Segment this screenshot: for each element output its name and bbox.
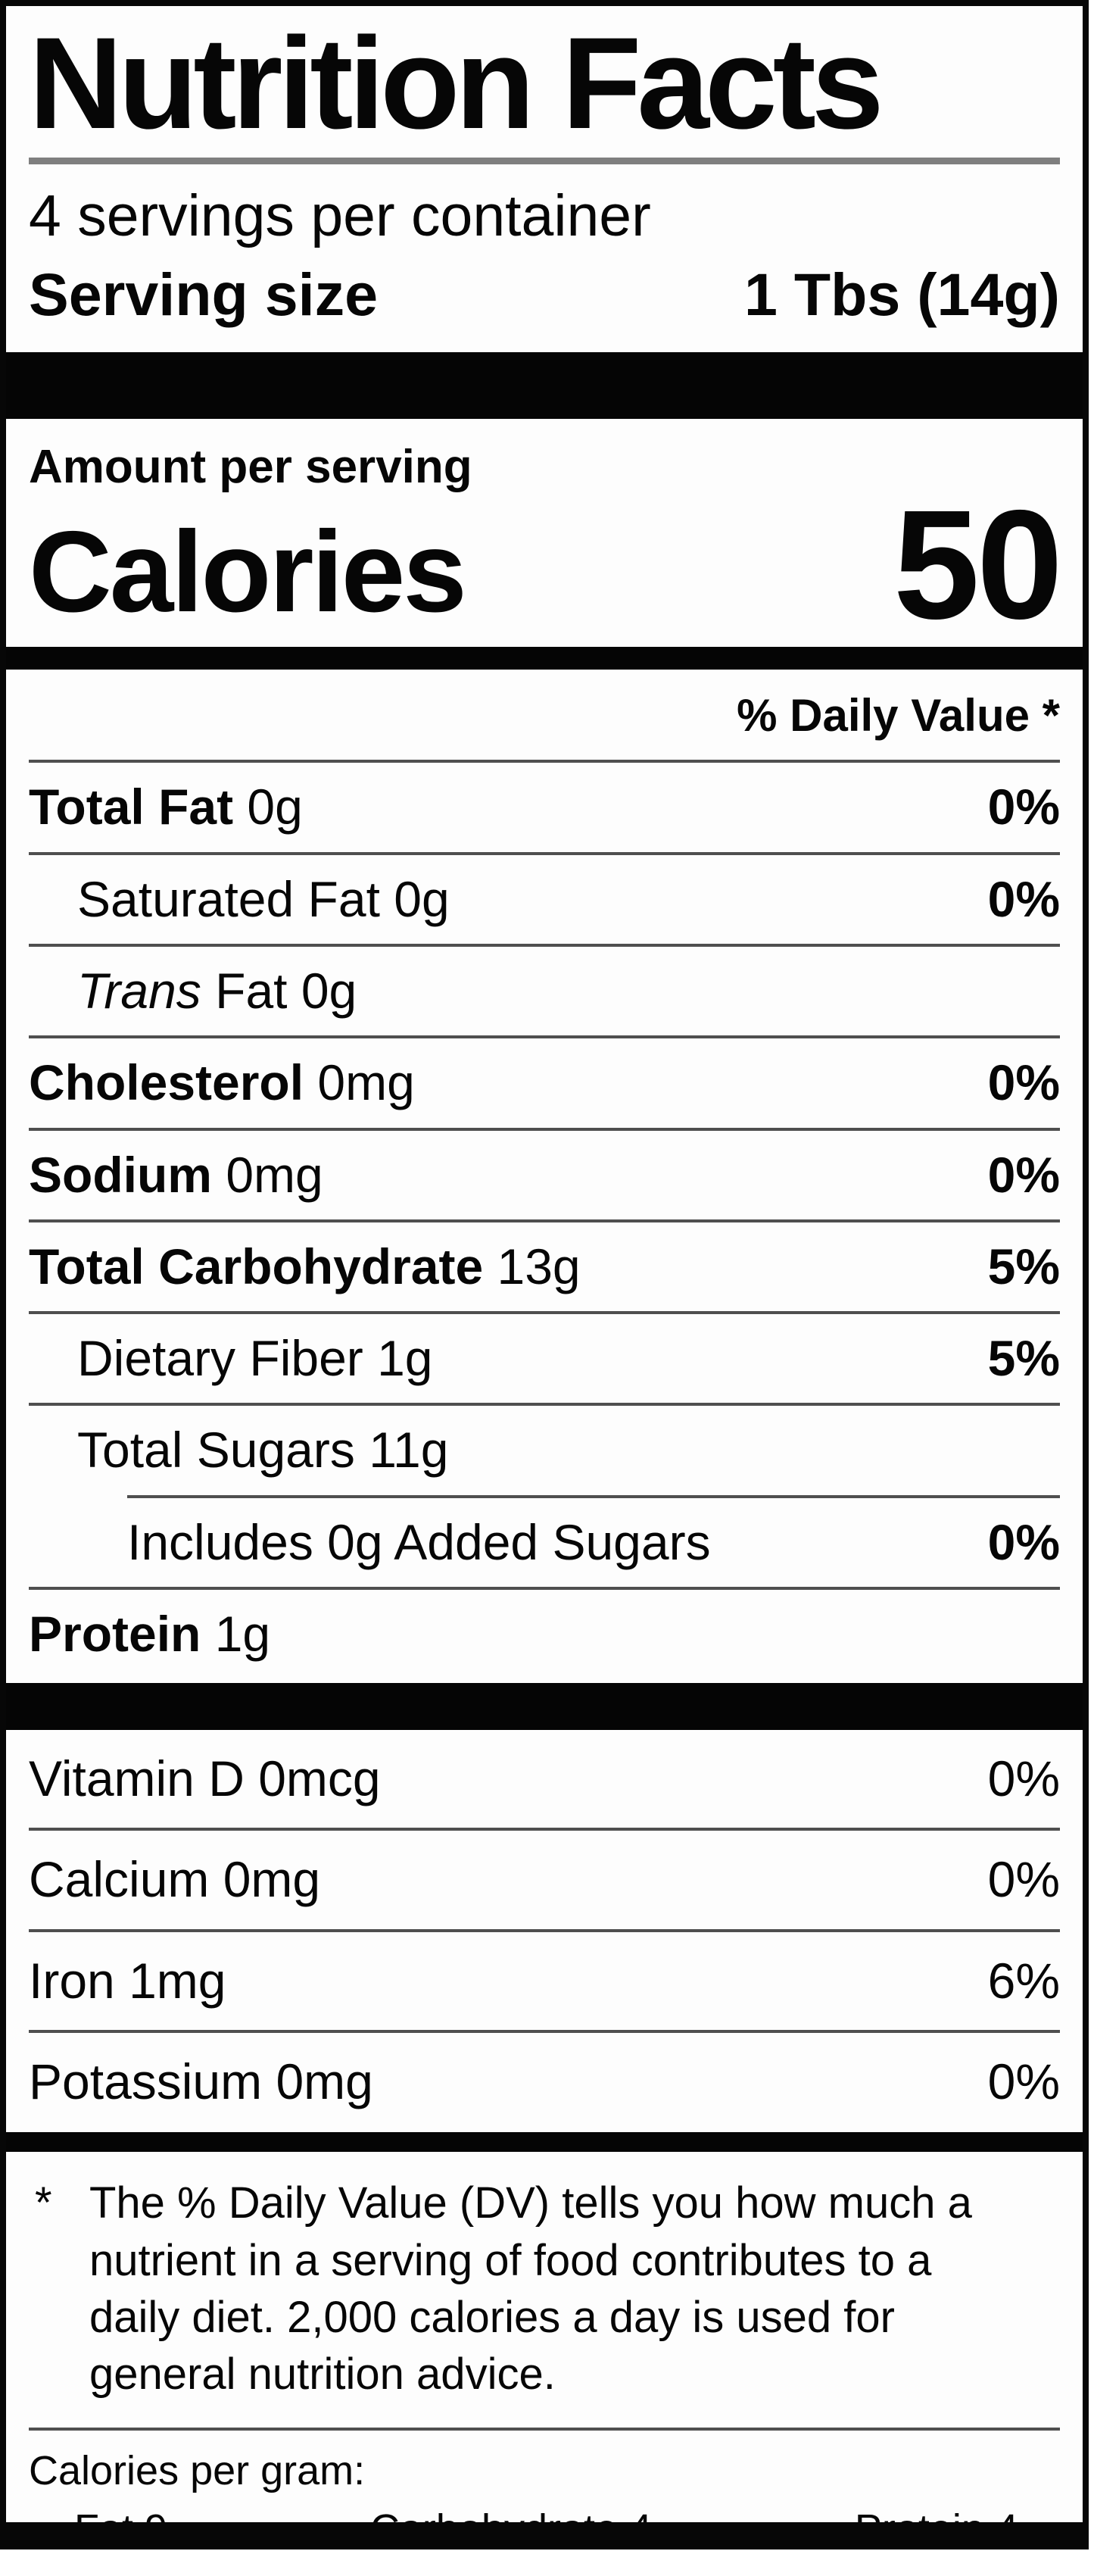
row-potassium: Potassium 0mg 0% <box>29 2033 1060 2131</box>
nutrient-name: Potassium 0mg <box>29 2053 373 2109</box>
nutrient-name: Dietary Fiber 1g <box>77 1330 433 1387</box>
calories-per-gram-label: Calories per gram: <box>29 2447 366 2493</box>
serving-size-row: Serving size 1 Tbs (14g) <box>29 260 1060 328</box>
footnote-marker: * <box>35 2178 52 2228</box>
nutrient-name: Protein 1g <box>29 1605 271 1662</box>
row-total-carbohydrate: Total Carbohydrate 13g 5% <box>29 1222 1060 1315</box>
nutrient-name: Total Sugars 11g <box>77 1422 449 1478</box>
daily-value: 0% <box>987 2053 1060 2109</box>
daily-value: 0% <box>987 779 1060 835</box>
thick-divider-protein <box>6 1683 1083 1731</box>
nutrient-name: Total Carbohydrate 13g <box>29 1238 581 1294</box>
row-calcium: Calcium 0mg 0% <box>29 1831 1060 1932</box>
calories-label: Calories <box>29 507 467 637</box>
nutrient-name: Vitamin D 0mcg <box>29 1750 381 1807</box>
thick-divider-serving <box>6 351 1083 419</box>
nutrient-name: Cholesterol 0mg <box>29 1054 415 1111</box>
nutrient-name: Saturated Fat 0g <box>77 870 450 927</box>
row-total-fat: Total Fat 0g 0% <box>29 763 1060 855</box>
thick-divider-micronutrients <box>6 2132 1083 2153</box>
nutrient-name: Sodium 0mg <box>29 1146 323 1203</box>
row-saturated-fat: Saturated Fat 0g 0% <box>29 855 1060 947</box>
amount-per-serving-label: Amount per serving <box>29 440 472 493</box>
row-iron: Iron 1mg 6% <box>29 1932 1060 2033</box>
nutrient-name: Total Fat 0g <box>29 779 303 835</box>
added-sugars-divider <box>127 1494 1060 1498</box>
daily-value: 0% <box>987 1146 1060 1203</box>
label-title: Nutrition Facts <box>29 11 884 156</box>
title-divider <box>29 158 1060 164</box>
calories-value: 50 <box>893 477 1063 651</box>
row-added-sugars: Includes 0g Added Sugars 0% <box>29 1498 1060 1590</box>
cpg-protein: Protein 4 <box>854 2506 1018 2549</box>
daily-value: 5% <box>987 1238 1060 1294</box>
row-trans-fat: Trans Fat 0g <box>29 947 1060 1039</box>
daily-value: 0% <box>987 1054 1060 1111</box>
cpg-fat: Fat 9 <box>74 2506 168 2549</box>
row-sodium: Sodium 0mg 0% <box>29 1131 1060 1222</box>
daily-value-footnote: * The % Daily Value (DV) tells you how m… <box>29 2152 1060 2431</box>
daily-value: 5% <box>987 1330 1060 1387</box>
cpg-carbohydrate: Carbohydrate 4 <box>369 2506 653 2549</box>
serving-size-value: 1 Tbs (14g) <box>743 260 1060 328</box>
daily-value: 6% <box>987 1952 1060 2009</box>
daily-value-header: % Daily Value * <box>29 670 1060 763</box>
servings-per-container: 4 servings per container <box>29 183 651 248</box>
footnote-text: The % Daily Value (DV) tells you how muc… <box>89 2178 972 2400</box>
daily-value: 0% <box>987 1513 1060 1570</box>
serving-size-label: Serving size <box>29 260 379 328</box>
calories-per-gram-row: Fat 9 • Carbohydrate 4 • Protein 4 <box>29 2506 1060 2549</box>
row-total-sugars: Total Sugars 11g <box>29 1406 1060 1494</box>
row-vitamin-d: Vitamin D 0mcg 0% <box>29 1730 1060 1831</box>
nutrient-name: Trans Fat 0g <box>77 963 357 1019</box>
calories-row: Calories 50 <box>29 477 1063 651</box>
bullet-separator: • <box>263 2510 275 2548</box>
daily-value: 0% <box>987 1851 1060 1908</box>
row-dietary-fiber: Dietary Fiber 1g 5% <box>29 1314 1060 1407</box>
nutrient-name: Iron 1mg <box>29 1952 226 2009</box>
row-protein: Protein 1g <box>29 1590 1060 1678</box>
row-cholesterol: Cholesterol 0mg 0% <box>29 1038 1060 1131</box>
nutrient-name: Calcium 0mg <box>29 1851 321 1908</box>
daily-value: 0% <box>987 870 1060 927</box>
thick-divider-calories <box>6 647 1083 670</box>
bullet-separator: • <box>747 2510 759 2548</box>
nutrient-name: Includes 0g Added Sugars <box>127 1513 711 1570</box>
daily-value: 0% <box>987 1750 1060 1807</box>
